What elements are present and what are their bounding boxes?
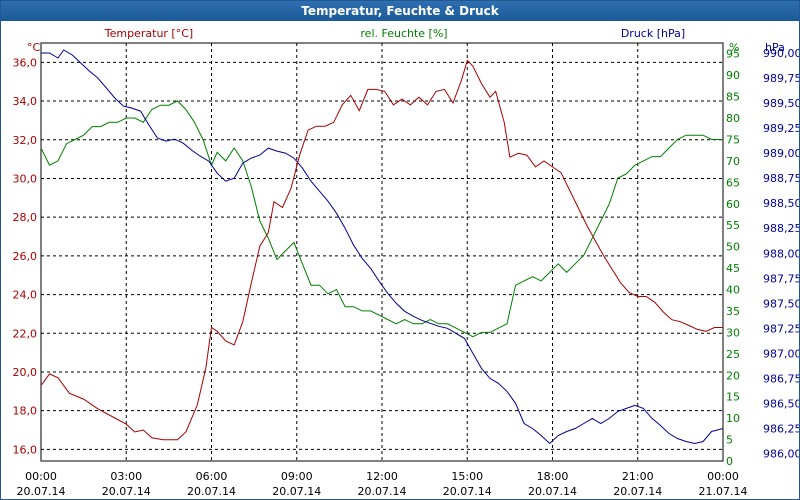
y-tick-label-humidity: 0 <box>726 455 733 468</box>
y-tick-label-pressure: 988,00 <box>763 247 799 260</box>
y-tick-label-pressure: 988,75 <box>763 172 799 185</box>
x-tick-label-time: 15:00 <box>451 470 483 483</box>
y-tick-label-temperature: 30,0 <box>13 172 38 185</box>
y-tick-label-humidity: 10 <box>726 412 740 425</box>
x-tick-label-date: 20.07.14 <box>17 485 66 498</box>
x-tick-label-date: 20.07.14 <box>358 485 407 498</box>
y-tick-label-pressure: 989,50 <box>763 97 799 110</box>
y-tick-label-humidity: 75 <box>726 133 740 146</box>
series-line-temperature <box>40 59 723 441</box>
x-tick-label-time: 00:00 <box>707 470 739 483</box>
x-tick-label-time: 09:00 <box>281 470 313 483</box>
x-tick-label-time: 12:00 <box>366 470 398 483</box>
x-tick-label-date: 21.07.14 <box>699 485 748 498</box>
y-tick-label-pressure: 987,25 <box>763 322 799 335</box>
x-tick-label-time: 00:00 <box>25 470 57 483</box>
x-tick-label-date: 20.07.14 <box>443 485 492 498</box>
y-tick-label-humidity: 95 <box>726 48 740 61</box>
y-tick-label-temperature: 34,0 <box>13 95 38 108</box>
y-tick-label-pressure: 989,75 <box>763 72 799 85</box>
y-tick-label-pressure: 986,25 <box>763 422 799 435</box>
y-tick-label-temperature: 22,0 <box>13 327 38 340</box>
x-tick-label-date: 20.07.14 <box>272 485 321 498</box>
y-tick-label-temperature: 36,0 <box>13 56 38 69</box>
y-tick-label-temperature: 28,0 <box>13 211 38 224</box>
y-tick-label-pressure: 986,75 <box>763 372 799 385</box>
y-tick-label-temperature: 26,0 <box>13 250 38 263</box>
y-tick-label-temperature: 18,0 <box>13 405 38 418</box>
y-tick-label-pressure: 989,25 <box>763 122 799 135</box>
y-tick-label-humidity: 35 <box>726 305 740 318</box>
y-tick-label-humidity: 15 <box>726 391 740 404</box>
y-tick-label-pressure: 986,00 <box>763 447 799 460</box>
series-line-pressure <box>41 49 724 445</box>
y-tick-label-humidity: 45 <box>726 262 740 275</box>
y-tick-label-humidity: 65 <box>726 176 740 189</box>
temperature-unit-label: °C <box>27 41 41 54</box>
y-tick-label-humidity: 50 <box>726 241 740 254</box>
y-tick-label-humidity: 30 <box>726 326 740 339</box>
y-tick-label-humidity: 20 <box>726 369 740 382</box>
y-tick-label-humidity: 60 <box>726 198 740 211</box>
window-title: Temperatur, Feuchte & Druck <box>1 1 799 21</box>
x-tick-label-date: 20.07.14 <box>187 485 236 498</box>
temperature-axis-title: Temperatur [°C] <box>104 27 193 40</box>
plot-border <box>40 42 724 462</box>
y-tick-label-humidity: 80 <box>726 112 740 125</box>
y-tick-label-pressure: 987,75 <box>763 272 799 285</box>
y-tick-label-humidity: 70 <box>726 155 740 168</box>
y-tick-label-pressure: 987,00 <box>763 347 799 360</box>
y-tick-label-temperature: 24,0 <box>13 289 38 302</box>
y-tick-label-temperature: 32,0 <box>13 134 38 147</box>
x-tick-label-date: 20.07.14 <box>528 485 577 498</box>
series-line-humidity <box>40 100 723 338</box>
y-tick-label-pressure: 989,00 <box>763 147 799 160</box>
humidity-unit-label: % <box>729 41 739 54</box>
y-tick-label-pressure: 990,00 <box>763 47 799 60</box>
y-tick-label-humidity: 55 <box>726 219 740 232</box>
pressure-axis-title: Druck [hPa] <box>621 27 685 40</box>
y-tick-label-humidity: 25 <box>726 348 740 361</box>
x-tick-label-time: 18:00 <box>537 470 569 483</box>
y-tick-label-humidity: 85 <box>726 91 740 104</box>
y-tick-label-temperature: 16,0 <box>13 443 38 456</box>
x-tick-label-time: 06:00 <box>196 470 228 483</box>
y-tick-label-pressure: 988,25 <box>763 222 799 235</box>
pressure-unit-label: hPa <box>765 41 785 54</box>
y-tick-label-temperature: 20,0 <box>13 366 38 379</box>
y-tick-label-humidity: 5 <box>726 434 733 447</box>
y-tick-label-humidity: 90 <box>726 69 740 82</box>
y-tick-label-pressure: 986,50 <box>763 397 799 410</box>
x-tick-label-time: 21:00 <box>622 470 654 483</box>
x-tick-label-time: 03:00 <box>110 470 142 483</box>
humidity-axis-title: rel. Feuchte [%] <box>360 27 447 40</box>
y-tick-label-pressure: 987,50 <box>763 297 799 310</box>
y-tick-label-humidity: 40 <box>726 284 740 297</box>
x-tick-label-date: 20.07.14 <box>613 485 662 498</box>
y-tick-label-pressure: 988,50 <box>763 197 799 210</box>
x-tick-label-date: 20.07.14 <box>102 485 151 498</box>
